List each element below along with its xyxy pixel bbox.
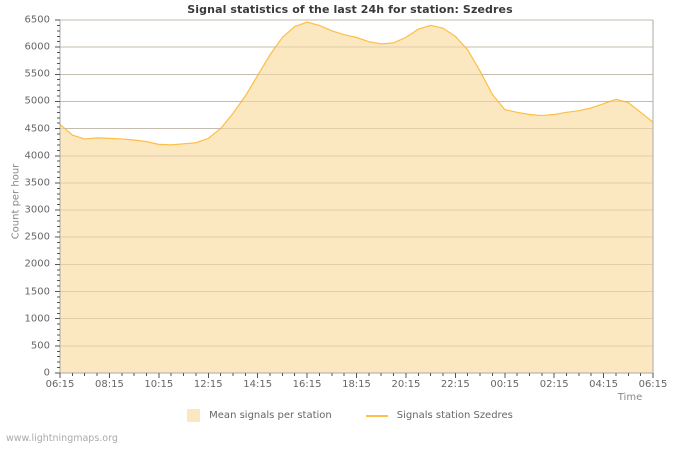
- y-tick-label: 4500: [24, 123, 50, 135]
- x-tick-label: 06:15: [638, 379, 668, 390]
- y-tick-label: 0: [43, 367, 50, 379]
- y-tick-label: 5000: [24, 95, 50, 107]
- x-tick-label: 20:15: [391, 379, 421, 390]
- y-tick-label: 4000: [24, 150, 50, 162]
- y-tick-label: 5500: [24, 68, 50, 80]
- x-tick-label: 10:15: [144, 379, 174, 390]
- y-tick-label: 3000: [24, 204, 50, 216]
- chart-legend: Mean signals per station Signals station …: [0, 409, 700, 422]
- chart-title: Signal statistics of the last 24h for st…: [187, 3, 513, 16]
- y-tick-label: 6000: [24, 41, 50, 53]
- x-tick-label: 02:15: [539, 379, 569, 390]
- x-tick-label: 22:15: [440, 379, 470, 390]
- y-tick-label: 500: [30, 340, 50, 352]
- x-axis-title: Time: [617, 392, 643, 403]
- y-tick-label: 1500: [24, 286, 50, 298]
- y-tick-label: 2500: [24, 231, 50, 243]
- x-tick-label: 14:15: [243, 379, 273, 390]
- y-axis-title: Count per hour: [10, 163, 22, 240]
- x-tick-label: 00:15: [490, 379, 520, 390]
- y-tick-label: 1000: [24, 313, 50, 325]
- y-tick-label: 3500: [24, 177, 50, 189]
- x-tick-label: 18:15: [342, 379, 371, 390]
- axis-ticks: [55, 19, 654, 378]
- y-tick-label: 6500: [24, 14, 50, 26]
- legend-label: Signals station Szedres: [396, 410, 513, 421]
- watermark: www.lightningmaps.org: [6, 433, 118, 444]
- x-tick-label: 08:15: [94, 379, 124, 390]
- legend-label: Mean signals per station: [209, 410, 332, 421]
- legend-item[interactable]: Signals station Szedres: [365, 410, 513, 421]
- x-tick-label: 04:15: [589, 379, 618, 390]
- legend-line-swatch: [365, 414, 388, 417]
- area-series: [59, 19, 654, 374]
- x-tick-label: 12:15: [193, 379, 223, 390]
- legend-area-swatch: [187, 409, 201, 422]
- x-tick-label: 16:15: [292, 379, 322, 390]
- y-tick-label: 2000: [24, 258, 50, 270]
- x-tick-label: 06:15: [45, 379, 75, 390]
- legend-item[interactable]: Mean signals per station: [187, 409, 332, 422]
